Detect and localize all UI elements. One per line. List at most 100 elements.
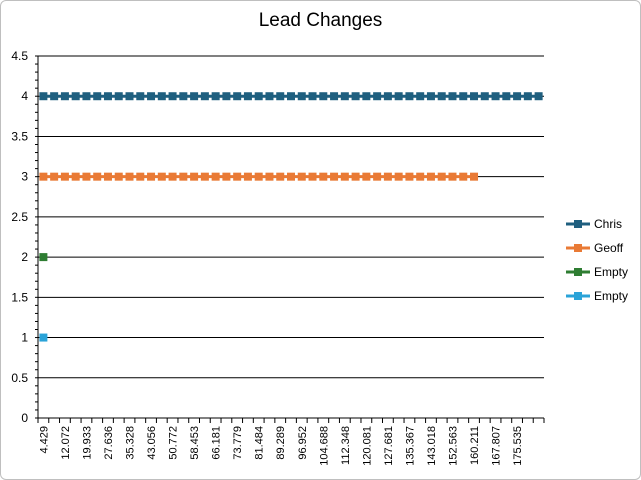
data-point — [437, 172, 446, 181]
data-point — [222, 92, 231, 101]
x-tick-label: 58.453 — [189, 426, 201, 460]
legend-marker — [574, 268, 582, 276]
data-point — [470, 92, 479, 101]
data-point — [534, 92, 543, 101]
data-point — [491, 92, 500, 101]
data-point — [340, 172, 349, 181]
data-point — [39, 253, 48, 262]
data-point — [340, 92, 349, 101]
chart-title: Lead Changes — [258, 10, 383, 31]
data-point — [71, 172, 80, 181]
x-tick-label: 120.081 — [361, 426, 373, 466]
data-point — [147, 92, 156, 101]
data-point — [157, 172, 166, 181]
data-point — [351, 172, 360, 181]
data-point — [297, 92, 306, 101]
x-tick-label: 160.211 — [469, 426, 481, 465]
data-point — [523, 92, 532, 101]
data-point — [416, 92, 425, 101]
y-tick-label: 3 — [21, 170, 28, 184]
y-tick-label: 0 — [21, 411, 28, 425]
data-point — [319, 172, 328, 181]
data-point — [60, 172, 69, 181]
data-point — [179, 172, 188, 181]
data-point — [459, 172, 468, 181]
data-point — [254, 92, 263, 101]
data-point — [222, 172, 231, 181]
data-point — [480, 92, 489, 101]
data-point — [502, 92, 511, 101]
data-point — [157, 92, 166, 101]
data-point — [394, 172, 403, 181]
x-tick-label: 66.181 — [211, 426, 223, 460]
y-tick-label: 2.5 — [11, 210, 28, 224]
legend-label: Empty — [594, 265, 628, 279]
y-tick-label: 3.5 — [11, 129, 28, 143]
data-point — [265, 172, 274, 181]
x-tick-label: 89.289 — [275, 426, 287, 460]
data-point — [211, 172, 220, 181]
y-tick-label: 2 — [21, 250, 28, 264]
data-point — [362, 92, 371, 101]
data-point — [297, 172, 306, 181]
data-point — [287, 172, 295, 181]
legend-marker — [574, 244, 582, 252]
data-point — [93, 92, 102, 101]
data-point — [265, 92, 274, 101]
x-tick-label: 35.328 — [125, 426, 137, 460]
data-point — [211, 92, 220, 101]
data-point — [82, 92, 91, 101]
x-tick-label: 43.056 — [146, 426, 158, 460]
x-tick-label: 152.563 — [447, 426, 459, 466]
data-point — [50, 172, 59, 181]
data-point — [426, 92, 435, 101]
data-point — [405, 172, 414, 181]
legend-label: Empty — [594, 289, 628, 303]
x-tick-label: 167.807 — [491, 426, 503, 466]
data-point — [71, 92, 80, 101]
data-point — [308, 172, 317, 181]
data-point — [405, 92, 414, 101]
data-point — [362, 172, 371, 181]
data-point — [60, 92, 69, 101]
data-point — [136, 92, 145, 101]
data-point — [147, 172, 156, 181]
x-tick-label: 135.367 — [404, 426, 416, 466]
data-point — [103, 92, 112, 101]
data-point — [125, 172, 134, 181]
x-tick-label: 143.018 — [426, 426, 438, 466]
data-point — [168, 172, 177, 181]
data-point — [39, 92, 48, 101]
x-tick-label: 4.429 — [38, 426, 50, 454]
data-point — [233, 92, 242, 101]
data-point — [233, 172, 242, 181]
data-point — [190, 92, 199, 101]
y-tick-label: 4.5 — [11, 49, 28, 63]
data-point — [470, 172, 479, 181]
x-tick-label: 96.952 — [297, 426, 309, 460]
data-point — [114, 92, 123, 101]
data-point — [287, 92, 295, 101]
legend-label: Geoff — [594, 241, 624, 255]
x-tick-label: 127.681 — [383, 426, 395, 466]
data-point — [416, 172, 425, 181]
data-point — [330, 172, 339, 181]
data-point — [168, 92, 177, 101]
legend-label: Chris — [594, 217, 622, 231]
x-tick-label: 12.072 — [60, 426, 72, 460]
y-tick-label: 1 — [21, 331, 28, 345]
y-tick-label: 1.5 — [11, 290, 28, 304]
x-tick-label: 50.772 — [168, 426, 180, 460]
data-point — [114, 172, 123, 181]
data-point — [254, 172, 263, 181]
legend-marker — [574, 220, 582, 228]
x-tick-label: 27.636 — [103, 426, 115, 460]
data-point — [200, 172, 209, 181]
data-point — [93, 172, 102, 181]
data-point — [330, 92, 339, 101]
y-tick-label: 4 — [21, 89, 28, 103]
x-tick-label: 81.484 — [254, 426, 266, 460]
data-point — [276, 92, 285, 101]
data-point — [459, 92, 468, 101]
data-point — [319, 92, 328, 101]
